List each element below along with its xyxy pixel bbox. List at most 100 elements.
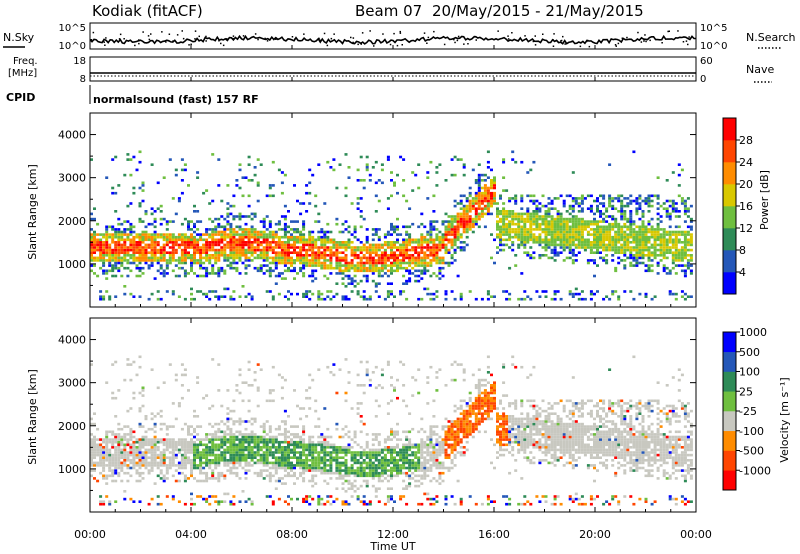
range-gate-cell bbox=[208, 235, 212, 239]
range-gate-cell bbox=[253, 235, 257, 239]
range-gate-cell bbox=[217, 225, 221, 229]
range-gate-cell bbox=[350, 261, 354, 265]
power-heatmap bbox=[90, 150, 693, 301]
range-gate-cell bbox=[686, 295, 690, 298]
range-gate-cell bbox=[323, 453, 327, 457]
range-gate-cell bbox=[205, 238, 209, 242]
range-gate-cell bbox=[302, 466, 306, 470]
nsky-point bbox=[399, 32, 402, 34]
range-gate-cell bbox=[114, 248, 118, 252]
range-gate-cell bbox=[347, 443, 351, 447]
range-gate-cell bbox=[174, 443, 178, 447]
range-gate-cell bbox=[174, 464, 178, 467]
range-gate-cell bbox=[217, 464, 221, 467]
range-gate-cell bbox=[232, 297, 236, 301]
range-gate-cell bbox=[302, 469, 306, 472]
range-gate-cell bbox=[162, 438, 166, 441]
range-gate-cell bbox=[641, 225, 645, 229]
range-gate-cell bbox=[259, 440, 263, 444]
range-gate-cell bbox=[211, 471, 215, 475]
range-gate-cell bbox=[635, 207, 639, 210]
range-gate-cell bbox=[120, 427, 124, 431]
range-gate-cell bbox=[596, 290, 599, 293]
range-gate-cell bbox=[438, 261, 442, 265]
range-gate-cell bbox=[323, 261, 327, 265]
range-gate-cell bbox=[523, 230, 527, 234]
range-gate-cell bbox=[344, 241, 348, 244]
range-gate-cell bbox=[474, 179, 478, 182]
range-gate-cell bbox=[214, 464, 218, 467]
range-gate-cell bbox=[96, 443, 100, 447]
range-gate-cell bbox=[396, 269, 399, 273]
range-gate-cell bbox=[293, 241, 296, 244]
range-gate-cell bbox=[499, 212, 502, 216]
range-gate-cell bbox=[244, 264, 248, 267]
range-gate-cell bbox=[674, 202, 678, 205]
range-gate-cell bbox=[329, 456, 333, 459]
range-gate-cell bbox=[120, 230, 124, 234]
range-gate-cell bbox=[456, 217, 460, 221]
range-gate-cell bbox=[102, 248, 106, 252]
range-gate-cell bbox=[411, 254, 415, 257]
range-gate-cell bbox=[574, 215, 578, 218]
range-gate-cell bbox=[390, 272, 393, 275]
range-gate-cell bbox=[423, 272, 427, 275]
range-gate-cell bbox=[174, 259, 178, 262]
range-gate-cell bbox=[293, 238, 296, 242]
range-gate-cell bbox=[217, 479, 221, 483]
range-gate-cell bbox=[450, 158, 454, 161]
range-gate-cell bbox=[159, 217, 163, 221]
range-gate-cell bbox=[283, 453, 287, 457]
range-gate-cell bbox=[114, 295, 118, 298]
range-gate-cell bbox=[253, 173, 257, 177]
range-gate-cell bbox=[571, 248, 575, 252]
range-gate-cell bbox=[232, 453, 236, 457]
range-gate-cell bbox=[132, 295, 136, 298]
range-gate-cell bbox=[683, 212, 687, 216]
range-gate-cell bbox=[390, 292, 393, 296]
range-gate-cell bbox=[538, 241, 542, 244]
range-gate-cell bbox=[299, 230, 303, 234]
range-gate-cell bbox=[559, 251, 563, 254]
range-gate-cell bbox=[250, 456, 254, 459]
range-gate-cell bbox=[214, 254, 218, 257]
range-gate-cell bbox=[211, 358, 215, 361]
range-gate-cell bbox=[689, 272, 693, 275]
nsearch-label: N.Search bbox=[746, 31, 796, 44]
range-gate-cell bbox=[190, 446, 193, 449]
range-gate-cell bbox=[138, 446, 142, 449]
range-gate-cell bbox=[99, 266, 103, 270]
range-gate-cell bbox=[283, 422, 287, 426]
range-gate-cell bbox=[332, 443, 336, 447]
range-gate-cell bbox=[205, 438, 209, 441]
range-gate-cell bbox=[353, 246, 357, 249]
range-gate-cell bbox=[399, 243, 403, 247]
range-gate-cell bbox=[311, 446, 315, 449]
range-gate-cell bbox=[165, 433, 169, 436]
range-gate-cell bbox=[638, 248, 642, 252]
range-gate-cell bbox=[141, 220, 145, 223]
range-gate-cell bbox=[238, 373, 242, 377]
range-gate-cell bbox=[229, 461, 233, 465]
range-gate-cell bbox=[486, 210, 490, 213]
range-gate-cell bbox=[432, 241, 436, 244]
range-gate-cell bbox=[414, 248, 418, 252]
ytick-label: 2000 bbox=[58, 215, 86, 228]
freq-panel: Freq. [MHz] 18 8 60 0 Nave bbox=[8, 56, 774, 85]
range-gate-cell bbox=[453, 173, 457, 177]
range-gate-cell bbox=[356, 238, 360, 242]
range-gate-cell bbox=[293, 466, 296, 470]
range-gate-cell bbox=[468, 217, 472, 221]
range-gate-cell bbox=[620, 238, 624, 242]
range-gate-cell bbox=[538, 207, 542, 210]
range-gate-cell bbox=[308, 451, 312, 454]
range-gate-cell bbox=[132, 251, 136, 254]
range-gate-cell bbox=[299, 233, 303, 236]
range-gate-cell bbox=[247, 464, 251, 467]
range-gate-cell bbox=[505, 228, 509, 231]
range-gate-cell bbox=[147, 266, 151, 270]
range-gate-cell bbox=[302, 438, 306, 441]
range-gate-cell bbox=[614, 246, 618, 249]
range-gate-cell bbox=[496, 207, 499, 210]
range-gate-cell bbox=[532, 235, 536, 239]
